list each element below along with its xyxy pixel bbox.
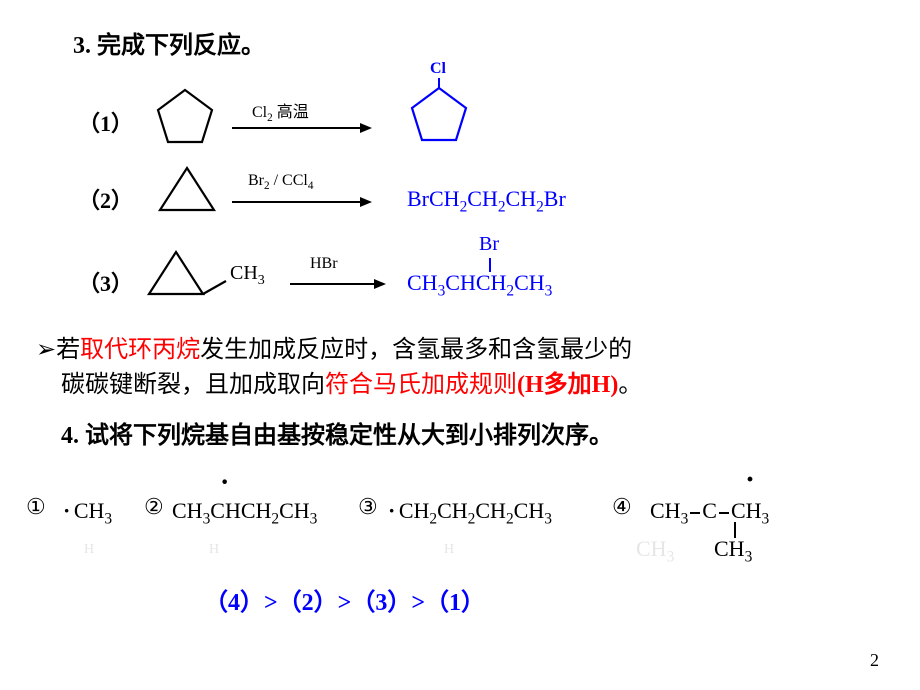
- rxn2-reagent: Br2 / CCl4: [248, 172, 313, 192]
- rxn2-reactant-triangle: [152, 162, 222, 216]
- ghost2: H: [209, 542, 219, 558]
- rxn1-number: （1）: [78, 106, 133, 138]
- q4-answer: （4）>（2）>（3）>（1）: [204, 582, 485, 617]
- q4-item3-num: ③: [358, 494, 378, 520]
- rxn3-arrow: [290, 274, 386, 294]
- note-arrow: ➢: [36, 337, 56, 363]
- rxn2-number: （2）: [78, 183, 133, 215]
- note-line2: 碳碳键断裂，且加成取向符合马氏加成规则(H多加H)。: [61, 368, 642, 403]
- note-tail: 。: [618, 372, 642, 398]
- note-line1: ➢若取代环丙烷发生加成反应时，含氢最多和含氢最少的: [36, 333, 632, 368]
- note-red-mid2: 多加: [544, 372, 592, 398]
- q4-item3: · CH2CH2CH2CH3: [388, 498, 552, 528]
- note-line2a: 碳碳键断裂，且加成取向: [61, 372, 325, 398]
- q4-item1-num: ①: [26, 494, 46, 520]
- q3-heading: 3. 完成下列反应。: [73, 25, 265, 60]
- q4-item4-below: CH3: [714, 536, 752, 566]
- rxn3-product: CH3CHCH2CH3: [407, 270, 552, 300]
- q4-item1: · CH3: [63, 498, 112, 528]
- note-mid: 发生加成反应时，含氢最多和含氢最少的: [200, 337, 632, 363]
- page-number: 2: [870, 650, 879, 671]
- note-red1: 取代环丙烷: [80, 337, 200, 363]
- q4-item4-row: CH3CCH3: [650, 498, 769, 528]
- note-red-h1: H: [525, 372, 544, 398]
- note-red-open: (: [517, 372, 525, 398]
- rxn3-reactant-triangle: [146, 246, 236, 300]
- ghost3: H: [444, 542, 454, 558]
- note-pre: 若: [56, 337, 80, 363]
- ghost4: CH3: [636, 536, 674, 566]
- note-red-h2: H: [592, 372, 611, 398]
- ghost1: H: [84, 542, 94, 558]
- q4-item4-num: ④: [612, 494, 632, 520]
- rxn2-arrow: [232, 192, 372, 212]
- rxn1-product-label: Cl: [430, 60, 446, 78]
- rxn1-reactant-pentagon: [150, 84, 220, 148]
- q4-item2-radical: ·: [220, 467, 229, 499]
- rxn3-reactant-ch3: CH3: [230, 262, 265, 289]
- q4-item4-radical: ·: [745, 463, 755, 497]
- rxn2-product: BrCH2CH2CH2Br: [407, 186, 566, 216]
- note-red2: 符合马氏加成规则: [325, 372, 517, 398]
- rxn1-reagent: Cl2 高温: [252, 98, 309, 124]
- q4-item2: CH3CHCH2CH3: [172, 498, 317, 528]
- rxn3-number: （3）: [78, 266, 133, 298]
- rxn1-product-pentagon: [402, 78, 476, 148]
- q4-item2-num: ②: [144, 494, 164, 520]
- q4-heading: 4. 试将下列烷基自由基按稳定性从大到小排列次序。: [61, 415, 613, 450]
- rxn3-product-br: Br: [479, 233, 499, 256]
- rxn3-reagent: HBr: [310, 255, 338, 273]
